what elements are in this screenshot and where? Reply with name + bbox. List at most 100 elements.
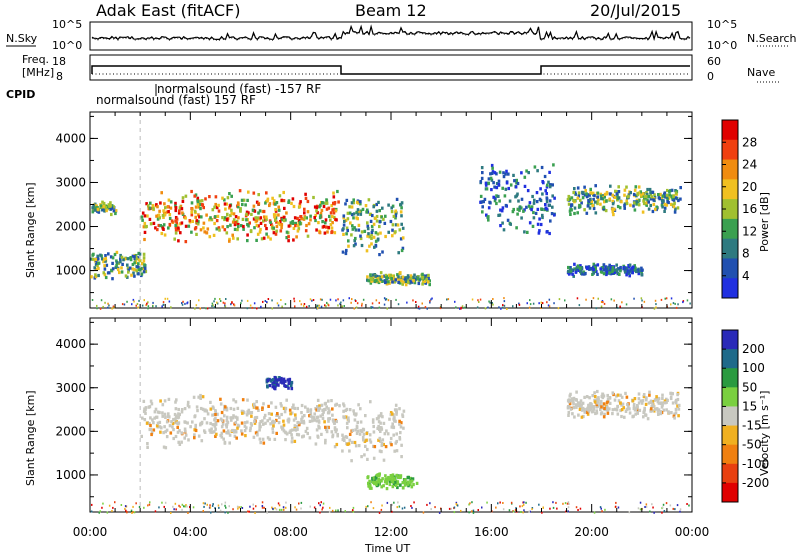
data-cell bbox=[396, 482, 400, 486]
data-cell bbox=[194, 423, 197, 427]
ground-scatter-cell bbox=[514, 509, 517, 511]
ground-scatter-cell bbox=[553, 302, 555, 305]
data-cell bbox=[270, 224, 274, 228]
ground-scatter-cell bbox=[256, 307, 258, 310]
ground-scatter-cell bbox=[106, 511, 109, 514]
data-cell bbox=[190, 201, 194, 205]
data-cell bbox=[213, 205, 216, 209]
ground-scatter-cell bbox=[187, 512, 189, 514]
data-cell bbox=[406, 274, 410, 278]
data-cell bbox=[272, 231, 276, 235]
data-cell bbox=[595, 269, 598, 274]
ground-scatter-cell bbox=[107, 306, 109, 309]
ground-scatter-cell bbox=[597, 297, 599, 300]
data-cell bbox=[97, 210, 101, 214]
data-cell bbox=[252, 191, 256, 195]
ground-scatter-cell bbox=[592, 297, 595, 300]
ground-scatter-cell bbox=[322, 506, 324, 509]
ground-scatter-cell bbox=[531, 507, 534, 509]
data-cell bbox=[321, 413, 324, 417]
data-cell bbox=[363, 453, 366, 457]
data-cell bbox=[625, 395, 629, 399]
data-cell bbox=[109, 201, 112, 205]
data-cell bbox=[674, 196, 678, 200]
ground-scatter-cell bbox=[251, 306, 254, 309]
data-cell bbox=[225, 202, 229, 206]
data-cell bbox=[178, 442, 182, 446]
noise-panel bbox=[89, 21, 693, 51]
data-cell bbox=[249, 426, 252, 430]
data-cell bbox=[232, 218, 236, 222]
data-cell bbox=[486, 215, 490, 219]
data-cell bbox=[144, 225, 147, 229]
data-cell bbox=[350, 213, 354, 217]
data-cell bbox=[225, 231, 229, 235]
data-cell bbox=[300, 217, 304, 221]
data-cell bbox=[172, 428, 175, 432]
ground-scatter-cell bbox=[216, 301, 218, 304]
data-cell bbox=[246, 233, 249, 237]
data-cell bbox=[611, 207, 614, 211]
ground-scatter-cell bbox=[418, 307, 421, 310]
x-tick-label: 08:00 bbox=[273, 525, 308, 539]
data-cell bbox=[667, 200, 670, 205]
data-cell bbox=[632, 404, 636, 408]
data-cell bbox=[677, 198, 680, 203]
data-cell bbox=[640, 273, 644, 277]
data-cell bbox=[368, 212, 372, 216]
data-cell bbox=[298, 204, 302, 208]
data-cell bbox=[183, 407, 187, 411]
ground-scatter-cell bbox=[219, 298, 221, 300]
colorbar-swatch bbox=[722, 368, 738, 388]
data-cell bbox=[342, 404, 346, 408]
data-cell bbox=[270, 412, 273, 416]
data-cell bbox=[673, 416, 676, 420]
data-cell bbox=[387, 203, 390, 207]
data-cell bbox=[263, 215, 266, 219]
data-cell bbox=[220, 435, 224, 439]
data-cell bbox=[576, 211, 579, 215]
data-cell bbox=[91, 206, 94, 210]
data-cell bbox=[642, 393, 646, 397]
data-cell bbox=[399, 431, 402, 435]
data-cell bbox=[400, 279, 403, 283]
data-cell bbox=[366, 208, 369, 212]
ground-scatter-cell bbox=[546, 301, 548, 304]
data-cell bbox=[341, 250, 345, 254]
data-cell bbox=[528, 221, 532, 225]
data-cell bbox=[602, 272, 606, 276]
ground-scatter-cell bbox=[615, 501, 617, 504]
data-cell bbox=[229, 213, 232, 218]
data-cell bbox=[544, 203, 547, 207]
ground-scatter-cell bbox=[100, 299, 103, 302]
data-cell bbox=[219, 402, 223, 406]
data-cell bbox=[234, 415, 238, 419]
data-cell bbox=[572, 274, 575, 278]
data-cell bbox=[175, 221, 179, 225]
data-cell bbox=[346, 217, 350, 221]
colorbar-swatch bbox=[722, 199, 738, 220]
ground-scatter-cell bbox=[121, 303, 124, 306]
data-cell bbox=[672, 414, 676, 418]
ground-scatter-cell bbox=[108, 304, 110, 307]
data-cell bbox=[248, 428, 252, 433]
data-cell bbox=[538, 197, 542, 201]
data-cell bbox=[390, 277, 393, 281]
ground-scatter-cell bbox=[299, 300, 301, 303]
data-cell bbox=[151, 418, 154, 422]
ground-scatter-cell bbox=[578, 304, 581, 307]
data-cell bbox=[399, 202, 403, 207]
data-cell bbox=[283, 215, 286, 219]
data-cell bbox=[105, 209, 108, 213]
ground-scatter-cell bbox=[247, 510, 249, 513]
ground-scatter-cell bbox=[568, 503, 570, 505]
data-cell bbox=[225, 418, 229, 422]
data-cell bbox=[356, 208, 360, 212]
data-cell bbox=[601, 392, 604, 396]
data-cell bbox=[369, 281, 373, 285]
data-cell bbox=[387, 477, 391, 481]
data-cell bbox=[542, 181, 545, 185]
ground-scatter-cell bbox=[320, 305, 323, 308]
data-cell bbox=[602, 263, 606, 267]
data-cell bbox=[677, 407, 681, 411]
